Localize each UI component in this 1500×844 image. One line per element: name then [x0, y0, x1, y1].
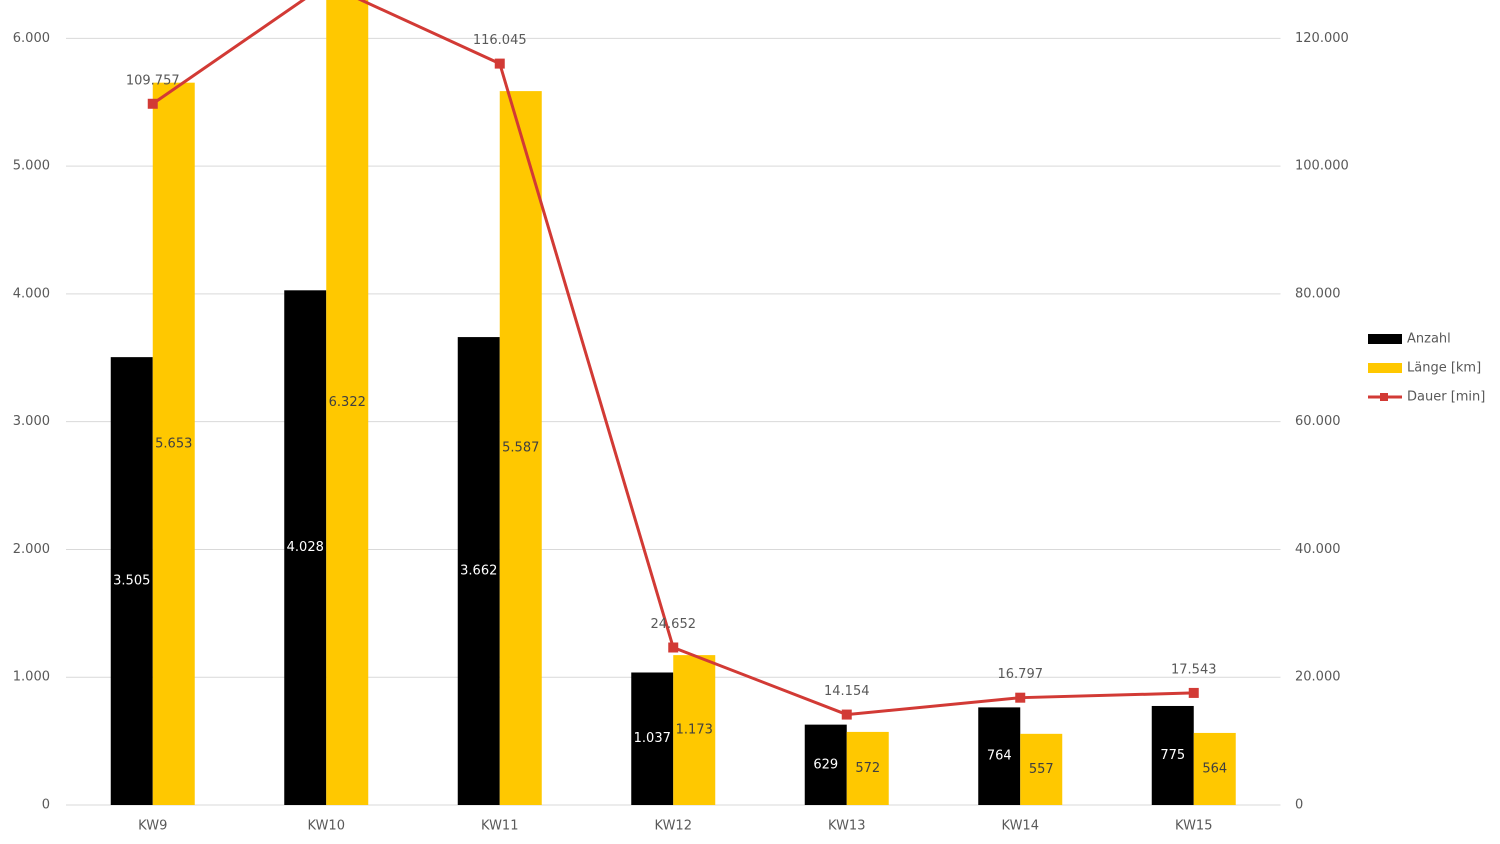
legend-marker [1380, 393, 1388, 401]
x-tick-label: KW12 [655, 819, 692, 834]
bar-value-label: 1.037 [634, 731, 671, 746]
x-tick-label: KW13 [828, 819, 865, 834]
y-tick-label: 2.000 [13, 542, 50, 557]
legend-label: Dauer [min] [1407, 390, 1485, 405]
x-tick-label: KW10 [308, 819, 345, 834]
bar-value-label: 564 [1202, 761, 1227, 776]
bar-value-label: 5.653 [155, 436, 192, 451]
bar [110, 357, 153, 805]
y2-tick-label: 0 [1295, 798, 1303, 813]
bar [673, 655, 716, 805]
bar [846, 731, 889, 805]
line-marker [147, 98, 158, 109]
bar-value-label: 1.173 [676, 723, 713, 738]
y2-tick-label: 40.000 [1295, 542, 1341, 557]
x-tick-label: KW14 [1002, 819, 1039, 834]
line-marker [841, 709, 852, 720]
x-tick-label: KW11 [481, 819, 518, 834]
line-marker [668, 642, 679, 653]
bar-value-label: 629 [813, 757, 838, 772]
legend-label: Anzahl [1407, 332, 1451, 347]
bar-value-label: 3.505 [113, 574, 150, 589]
bar-value-label: 6.322 [329, 395, 366, 410]
line-marker [1188, 687, 1199, 698]
y-tick-label: 6.000 [13, 31, 50, 46]
bar-value-label: 557 [1029, 762, 1054, 777]
bar-value-label: 5.587 [502, 441, 539, 456]
x-tick-label: KW9 [138, 819, 167, 834]
y2-tick-label: 120.000 [1295, 31, 1349, 46]
bar-value-label: 3.662 [460, 564, 497, 579]
line-value-label: 16.797 [998, 667, 1044, 682]
legend-label: Länge [km] [1407, 361, 1481, 376]
y2-tick-label: 60.000 [1295, 414, 1341, 429]
bar [152, 82, 195, 805]
bar [457, 337, 500, 805]
bar [804, 724, 847, 805]
bar [1151, 705, 1194, 805]
legend-swatch [1368, 363, 1402, 373]
bar-value-label: 764 [987, 749, 1012, 764]
y-tick-label: 0 [42, 798, 50, 813]
bar [499, 91, 542, 806]
bar [1193, 732, 1236, 805]
line-value-label: 24.652 [651, 617, 697, 632]
bar-value-label: 4.028 [287, 540, 324, 555]
line-value-label: 109.757 [126, 73, 180, 88]
y-tick-label: 5.000 [13, 159, 50, 174]
y-tick-label: 4.000 [13, 286, 50, 301]
y2-tick-label: 100.000 [1295, 159, 1349, 174]
bar-value-label: 775 [1160, 748, 1185, 763]
bar [978, 707, 1021, 805]
bar [284, 290, 327, 805]
line-value-label: 116.045 [473, 33, 527, 48]
bar [326, 0, 369, 805]
line-marker [1015, 692, 1026, 703]
bar [631, 672, 674, 805]
bar-value-label: 572 [855, 761, 880, 776]
legend-swatch [1368, 334, 1402, 344]
x-tick-label: KW15 [1175, 819, 1212, 834]
line-value-label: 14.154 [824, 684, 870, 699]
bar [1020, 733, 1063, 805]
y-tick-label: 3.000 [13, 414, 50, 429]
y2-tick-label: 80.000 [1295, 286, 1341, 301]
line-value-label: 17.543 [1171, 662, 1217, 677]
line-marker [494, 58, 505, 69]
y-tick-label: 1.000 [13, 670, 50, 685]
y2-tick-label: 20.000 [1295, 670, 1341, 685]
